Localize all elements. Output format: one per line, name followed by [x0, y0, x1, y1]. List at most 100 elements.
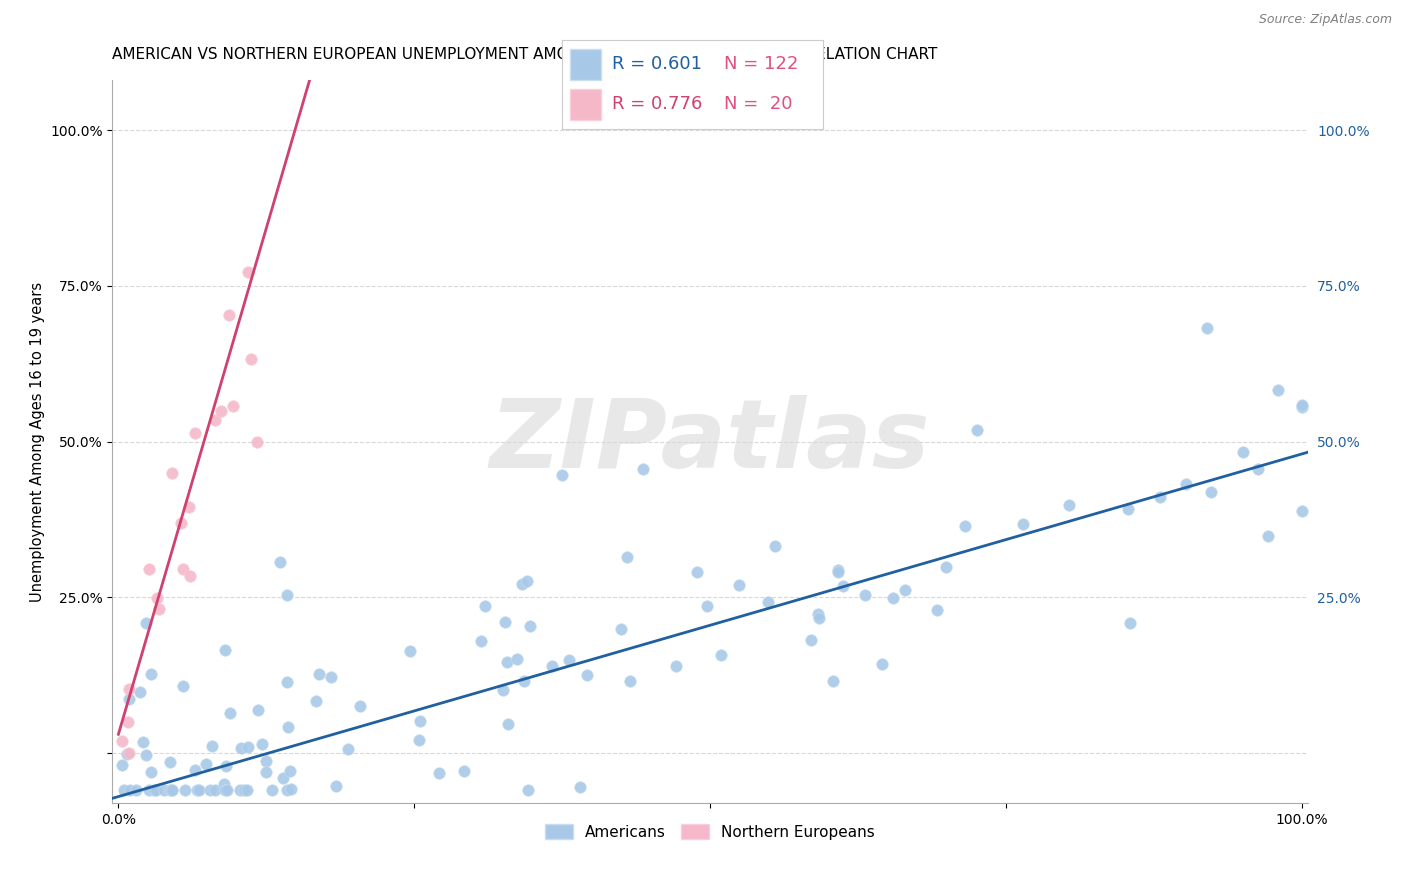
- Point: [271, 771, 294, 785]
- Point: [498, 716, 520, 731]
- Point: [111, 757, 134, 772]
- Point: [142, 783, 165, 797]
- Point: [453, 764, 475, 778]
- Point: [111, 733, 134, 747]
- Point: [162, 783, 184, 797]
- Point: [325, 779, 347, 793]
- Point: [276, 675, 298, 690]
- Point: [204, 783, 226, 797]
- Point: [631, 462, 654, 476]
- Point: [221, 399, 243, 413]
- Point: [966, 424, 988, 438]
- Point: [1195, 321, 1218, 335]
- Point: [280, 781, 302, 796]
- Point: [1291, 398, 1313, 412]
- Point: [474, 599, 496, 613]
- Point: [569, 780, 592, 794]
- Point: [215, 783, 238, 797]
- Point: [125, 783, 148, 797]
- Point: [513, 674, 536, 689]
- Point: [1057, 498, 1080, 512]
- Point: [1291, 503, 1313, 517]
- Point: [408, 732, 430, 747]
- Point: [1011, 516, 1033, 531]
- Point: [925, 602, 948, 616]
- Text: AMERICAN VS NORTHERN EUROPEAN UNEMPLOYMENT AMONG AGES 16 TO 19 YEARS CORRELATION: AMERICAN VS NORTHERN EUROPEAN UNEMPLOYME…: [112, 47, 938, 62]
- Point: [1116, 501, 1139, 516]
- Point: [129, 685, 152, 699]
- Point: [349, 698, 371, 713]
- Text: R = 0.776: R = 0.776: [612, 95, 702, 113]
- Point: [575, 667, 598, 681]
- Point: [827, 563, 849, 577]
- Point: [807, 607, 830, 622]
- Point: [278, 764, 301, 778]
- Point: [218, 308, 240, 322]
- Point: [118, 746, 141, 760]
- Point: [172, 680, 194, 694]
- Point: [506, 651, 529, 665]
- Point: [470, 634, 492, 648]
- Point: [195, 757, 218, 772]
- Point: [246, 703, 269, 717]
- Point: [169, 516, 191, 530]
- Text: R = 0.601: R = 0.601: [612, 54, 702, 73]
- Point: [219, 706, 242, 720]
- Point: [209, 403, 232, 417]
- Point: [238, 739, 260, 754]
- Point: [173, 783, 195, 797]
- Point: [204, 413, 226, 427]
- Point: [172, 562, 194, 576]
- Point: [254, 765, 277, 780]
- Text: N = 122: N = 122: [724, 54, 799, 73]
- Point: [179, 500, 201, 514]
- Point: [1199, 485, 1222, 500]
- Point: [214, 783, 236, 797]
- Point: [1257, 529, 1279, 543]
- Point: [517, 783, 540, 797]
- Y-axis label: Unemployment Among Ages 16 to 19 years: Unemployment Among Ages 16 to 19 years: [30, 282, 45, 601]
- Point: [214, 643, 236, 657]
- Point: [1232, 445, 1254, 459]
- Point: [250, 737, 273, 751]
- Point: [758, 595, 780, 609]
- Point: [186, 783, 208, 797]
- Point: [827, 565, 849, 579]
- Point: [807, 611, 830, 625]
- Point: [276, 783, 298, 797]
- Point: [935, 560, 957, 574]
- Point: [399, 644, 422, 658]
- Point: [239, 351, 262, 366]
- Point: [1149, 490, 1171, 504]
- Point: [246, 434, 269, 449]
- Point: [162, 783, 184, 797]
- Point: [262, 783, 284, 797]
- Point: [832, 579, 855, 593]
- Point: [115, 747, 138, 761]
- Point: [277, 720, 299, 734]
- Point: [159, 783, 181, 797]
- Point: [139, 765, 162, 780]
- Bar: [571, 89, 602, 120]
- Point: [1267, 383, 1289, 397]
- Point: [132, 734, 155, 748]
- Point: [145, 591, 167, 606]
- Point: [616, 550, 638, 565]
- Point: [870, 657, 893, 671]
- Point: [184, 426, 207, 441]
- Point: [212, 777, 235, 791]
- Point: [665, 659, 688, 673]
- Point: [118, 691, 141, 706]
- Point: [233, 783, 256, 797]
- Point: [495, 655, 517, 669]
- Point: [519, 619, 541, 633]
- Point: [1247, 462, 1270, 476]
- Bar: [571, 49, 602, 80]
- Point: [269, 555, 291, 569]
- Point: [308, 667, 330, 681]
- Point: [305, 694, 328, 708]
- Point: [114, 783, 136, 797]
- Point: [159, 755, 181, 769]
- Point: [276, 588, 298, 602]
- Point: [235, 783, 257, 797]
